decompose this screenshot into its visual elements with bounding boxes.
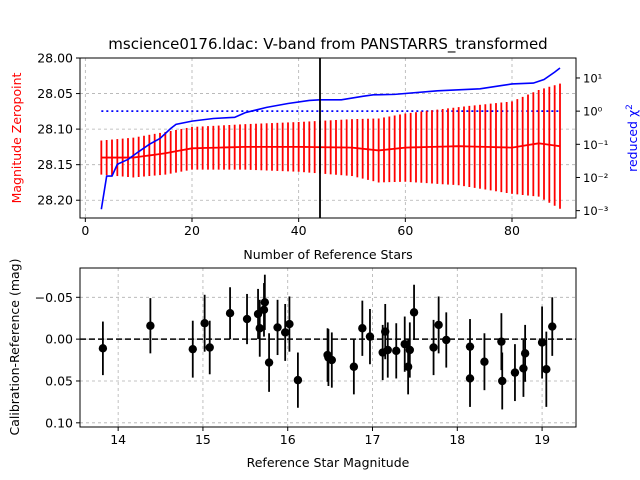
top-panel: 0 20 40 60 80 28.00 28.05 28.10 28.15 28.20 10⁻³… xyxy=(9,51,640,263)
residual-point xyxy=(548,322,557,331)
top-right-y-axis-label-text: reduced χ xyxy=(625,110,640,172)
residual-point xyxy=(392,346,401,356)
residual-point xyxy=(146,321,155,330)
top-left-tick-label: 28.05 xyxy=(37,86,73,101)
bottom-y-tick-label: −0.05 xyxy=(35,290,73,305)
bottom-x-tick-label: 14 xyxy=(110,432,126,447)
bottom-x-ticks: 14 15 16 17 18 19 xyxy=(110,427,550,447)
residual-point xyxy=(537,338,547,347)
residual-point xyxy=(519,364,528,373)
top-right-y-ticks: 10⁻³ 10⁻² 10⁻¹ 10⁰ 10¹ xyxy=(576,71,609,218)
bottom-y-tick-label: 0.00 xyxy=(45,332,73,347)
bottom-x-axis-label: Reference Star Magnitude xyxy=(247,455,410,470)
residual-point xyxy=(285,319,294,329)
bottom-y-tick-label: 0.05 xyxy=(45,373,73,388)
top-left-tick-label: 28.15 xyxy=(37,157,73,172)
residual-point xyxy=(400,339,409,349)
bottom-x-tick-label: 15 xyxy=(195,432,211,447)
residual-point xyxy=(260,298,270,307)
bottom-x-tick-label: 16 xyxy=(280,432,296,447)
residual-point xyxy=(383,345,392,355)
residual-point xyxy=(497,337,506,346)
residual-point xyxy=(349,362,359,371)
top-right-y-axis-label-sup: 2 xyxy=(625,104,635,110)
residual-points xyxy=(98,274,557,410)
bottom-panel: 14 15 16 17 18 19 −0.05 0.00 0.05 0.10 Reference… xyxy=(7,259,577,470)
residual-point xyxy=(403,362,413,371)
residual-point xyxy=(542,365,551,374)
residual-point xyxy=(434,320,443,330)
top-x-axis-label: Number of Reference Stars xyxy=(243,247,412,262)
top-right-tick-label: 10⁻² xyxy=(583,171,608,185)
residual-point xyxy=(98,344,108,353)
residual-point xyxy=(205,343,214,352)
residual-point xyxy=(409,308,419,317)
residual-point xyxy=(200,319,209,328)
residual-point xyxy=(520,349,530,358)
top-right-tick-label: 10⁰ xyxy=(583,105,603,119)
bottom-y-axis-label: Calibration-Reference (mag) xyxy=(7,259,22,436)
residual-point xyxy=(358,324,367,333)
top-left-y-axis-label: Magnitude Zeropoint xyxy=(9,72,24,203)
top-left-tick-label: 28.10 xyxy=(37,122,73,137)
top-x-tick-label: 40 xyxy=(291,223,307,238)
residual-point xyxy=(225,308,235,318)
residual-point xyxy=(324,353,333,362)
top-x-tick-label: 0 xyxy=(81,223,89,238)
residual-point xyxy=(465,342,475,351)
top-right-tick-label: 10⁻³ xyxy=(583,204,609,218)
top-right-tick-label: 10¹ xyxy=(583,71,602,85)
residual-point xyxy=(242,314,252,324)
zeropoint-line xyxy=(101,142,561,159)
residual-point xyxy=(465,374,475,383)
bottom-x-tick-label: 17 xyxy=(365,432,381,447)
residual-point xyxy=(273,323,282,332)
figure-title: mscience0176.ldac: V-band from PANSTARRS… xyxy=(108,35,547,54)
top-right-tick-label: 10⁻¹ xyxy=(583,138,608,152)
residual-point xyxy=(498,376,507,386)
top-left-tick-label: 28.20 xyxy=(37,193,73,208)
residual-point xyxy=(365,332,375,341)
top-x-tick-label: 80 xyxy=(504,223,520,238)
bottom-x-tick-label: 18 xyxy=(449,432,465,447)
residual-point xyxy=(264,358,274,367)
chi2-line xyxy=(100,67,561,210)
residual-point xyxy=(405,345,415,355)
top-x-ticks: 0 20 40 60 80 xyxy=(81,218,520,238)
bottom-y-ticks: −0.05 0.00 0.05 0.10 xyxy=(35,290,80,430)
residual-point xyxy=(429,343,438,352)
top-right-y-axis-label: reduced χ2 xyxy=(625,104,640,172)
top-x-tick-label: 20 xyxy=(184,223,200,238)
top-left-y-ticks: 28.00 28.05 28.10 28.15 28.20 xyxy=(37,51,80,208)
top-axes-frame xyxy=(79,57,577,219)
residual-point xyxy=(510,368,520,377)
residual-point xyxy=(293,375,303,385)
bottom-axes-frame xyxy=(79,267,577,428)
top-left-tick-label: 28.00 xyxy=(37,51,73,66)
residual-point xyxy=(255,324,264,333)
residual-point xyxy=(280,328,290,337)
bottom-y-tick-label: 0.10 xyxy=(45,415,73,430)
bottom-x-tick-label: 19 xyxy=(534,432,550,447)
residual-point xyxy=(480,357,489,366)
top-x-tick-label: 60 xyxy=(397,223,413,238)
residual-point xyxy=(188,344,197,354)
residual-point xyxy=(442,335,451,345)
